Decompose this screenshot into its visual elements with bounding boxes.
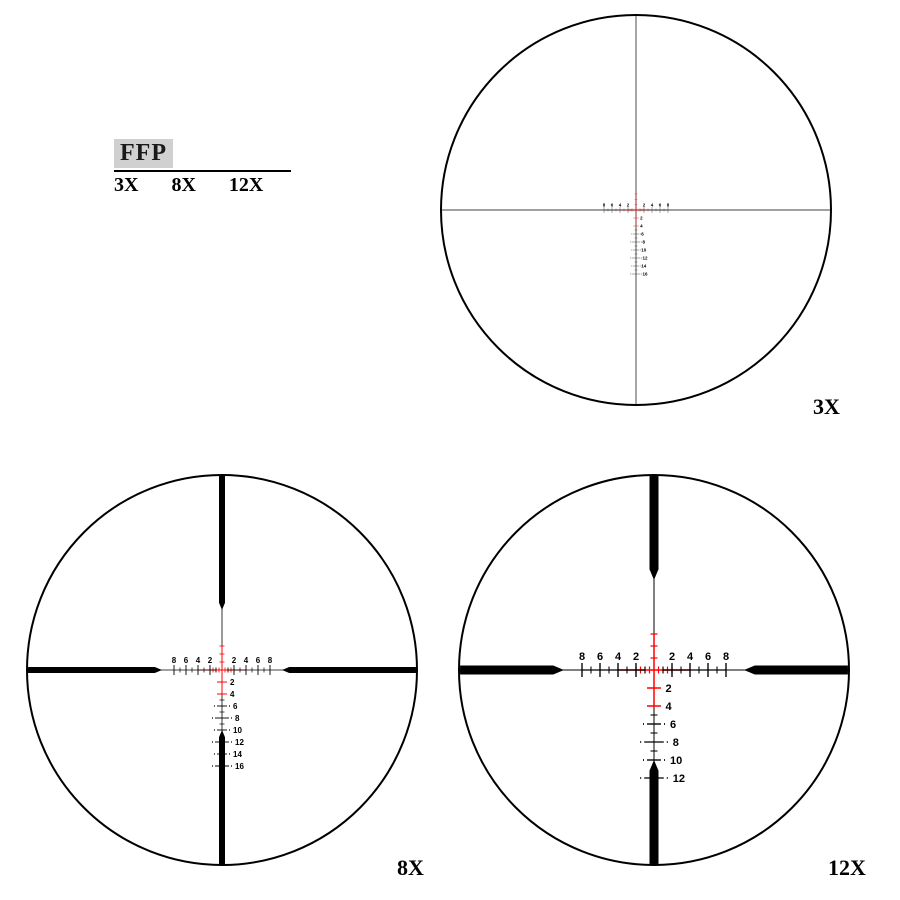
svg-text:2: 2 (633, 651, 639, 663)
svg-text:6: 6 (256, 656, 261, 665)
svg-text:4: 4 (640, 224, 643, 229)
svg-text:2: 2 (643, 202, 646, 207)
scope-12x: 2424682468681012 (449, 465, 859, 875)
svg-text:8: 8 (268, 656, 273, 665)
svg-text:14: 14 (641, 264, 647, 269)
svg-text:6: 6 (659, 202, 662, 207)
svg-text:2: 2 (669, 651, 675, 663)
svg-text:8: 8 (642, 240, 645, 245)
ffp-mag-0: 3X (114, 174, 138, 196)
svg-text:6: 6 (670, 719, 676, 731)
svg-text:2: 2 (208, 656, 213, 665)
svg-text:6: 6 (597, 651, 603, 663)
svg-text:12: 12 (642, 256, 648, 261)
svg-text:8: 8 (172, 656, 177, 665)
svg-text:8: 8 (723, 651, 729, 663)
svg-text:4: 4 (666, 701, 673, 713)
svg-text:2: 2 (666, 683, 672, 695)
scope-8x: 24246824686810121416 (17, 465, 427, 875)
svg-text:12: 12 (673, 773, 685, 785)
svg-text:4: 4 (615, 651, 622, 663)
svg-text:10: 10 (670, 755, 682, 767)
svg-text:6: 6 (611, 202, 614, 207)
svg-text:16: 16 (642, 272, 648, 277)
svg-text:6: 6 (184, 656, 189, 665)
svg-text:4: 4 (619, 202, 622, 207)
svg-text:2: 2 (232, 656, 237, 665)
ffp-header: FFP 3X 8X 12X (114, 139, 291, 197)
svg-text:4: 4 (244, 656, 249, 665)
svg-text:8: 8 (673, 737, 679, 749)
ffp-magnification-list: 3X 8X 12X (114, 170, 291, 197)
scope-3x: 24246824686810121416 (431, 5, 841, 415)
svg-text:8: 8 (235, 714, 240, 723)
svg-text:4: 4 (196, 656, 201, 665)
svg-text:8: 8 (603, 202, 606, 207)
svg-text:8: 8 (579, 651, 585, 663)
scope-label-3x: 3X (813, 394, 840, 420)
svg-text:10: 10 (641, 248, 647, 253)
ffp-label: FFP (114, 139, 173, 168)
svg-text:4: 4 (651, 202, 654, 207)
svg-text:10: 10 (233, 726, 242, 735)
svg-text:2: 2 (230, 678, 235, 687)
scope-label-12x: 12X (828, 855, 866, 881)
svg-text:4: 4 (687, 651, 694, 663)
svg-text:6: 6 (233, 702, 238, 711)
svg-text:6: 6 (641, 232, 644, 237)
svg-text:16: 16 (235, 762, 244, 771)
svg-text:6: 6 (705, 651, 711, 663)
svg-text:14: 14 (233, 750, 242, 759)
svg-text:2: 2 (627, 202, 630, 207)
svg-text:12: 12 (235, 738, 244, 747)
svg-text:4: 4 (230, 690, 235, 699)
svg-text:2: 2 (640, 216, 643, 221)
scope-label-8x: 8X (397, 855, 424, 881)
ffp-mag-1: 8X (171, 174, 195, 196)
svg-text:8: 8 (667, 202, 670, 207)
ffp-mag-2: 12X (229, 174, 263, 196)
